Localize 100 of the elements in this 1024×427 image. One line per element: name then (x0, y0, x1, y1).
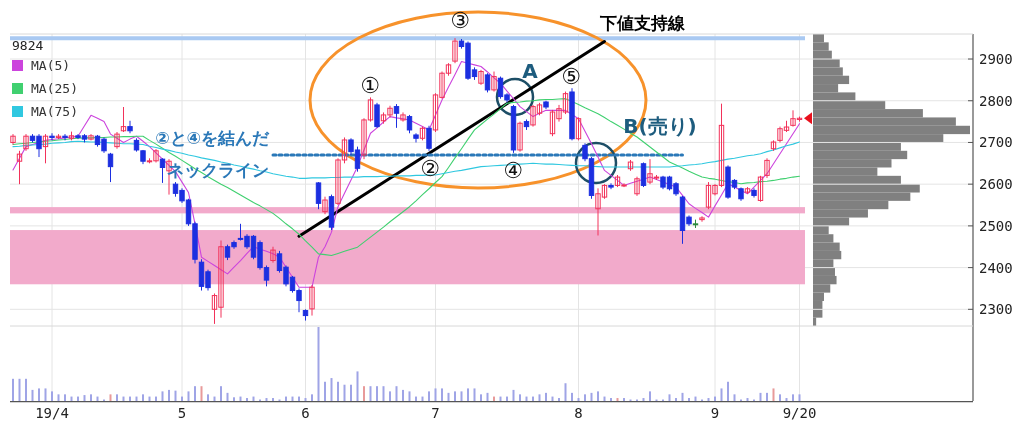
candlestick (393, 103, 400, 129)
y-tick-label: 2900 (979, 51, 1013, 68)
bar (434, 388, 437, 401)
bar (369, 386, 372, 401)
bar (25, 378, 27, 401)
bar (473, 388, 476, 401)
annotation: ② (420, 156, 440, 181)
bar (564, 383, 567, 401)
bar (350, 384, 352, 401)
bar (681, 392, 684, 401)
bar (649, 391, 651, 401)
candlestick (315, 181, 322, 210)
bar (83, 395, 86, 401)
candlestick (270, 246, 276, 264)
bar (90, 394, 92, 401)
x-tick-label: 6 (301, 405, 310, 421)
bar (272, 398, 274, 401)
candlestick (764, 157, 770, 179)
candlestick (608, 182, 614, 190)
bar (382, 386, 385, 401)
bar (707, 398, 710, 401)
candlestick (62, 133, 68, 141)
candlestick (575, 116, 582, 141)
annotation: ⑤ (561, 64, 581, 89)
bar (317, 327, 320, 401)
bar (597, 391, 599, 401)
candlestick (42, 133, 49, 164)
bar (428, 391, 430, 401)
bar (512, 389, 515, 401)
y-tick-label: 2700 (979, 134, 1013, 151)
candlestick (406, 114, 413, 134)
candlestick (10, 133, 16, 146)
bar (324, 381, 326, 401)
bar (51, 391, 53, 401)
bar (337, 381, 339, 401)
bar (642, 398, 645, 401)
bar (12, 378, 14, 401)
bar (447, 392, 450, 401)
bar (226, 392, 229, 401)
bar (460, 391, 463, 401)
candlestick (49, 132, 55, 141)
candlestick (699, 215, 705, 223)
bar (389, 391, 391, 401)
bar (395, 386, 398, 401)
x-tick-label: 19/4 (35, 405, 69, 421)
bar (233, 397, 235, 401)
x-tick-label: 5 (177, 405, 187, 421)
bar (220, 386, 222, 401)
bar (161, 391, 164, 401)
bar (480, 394, 482, 401)
candlestick (107, 152, 114, 183)
bar (109, 394, 112, 401)
candlestick (374, 102, 380, 129)
candlestick (757, 175, 764, 203)
bar (194, 386, 196, 401)
bar (57, 394, 60, 401)
bar (792, 394, 794, 401)
bar (168, 389, 170, 401)
text: ③ (450, 8, 470, 33)
candlestick (309, 284, 315, 317)
candlestick (491, 71, 497, 93)
legend-label: MA(75) (31, 104, 78, 119)
candlestick (400, 111, 406, 123)
candlestick (16, 150, 23, 185)
candlestick (88, 133, 94, 141)
bar (798, 394, 801, 401)
x-tick-label: 9 (710, 405, 720, 421)
candlestick (484, 72, 491, 93)
series-label: 下値支持線 (598, 12, 686, 33)
bar (246, 398, 248, 401)
bar (31, 389, 34, 401)
bar (772, 388, 775, 401)
bar (402, 389, 404, 401)
bar (64, 394, 66, 401)
bar (18, 378, 21, 401)
bar (616, 398, 619, 401)
bar (38, 388, 40, 401)
bar (519, 394, 521, 401)
y-tick-label: 2500 (979, 217, 1013, 234)
bar (207, 394, 209, 401)
candlestick (114, 131, 120, 150)
candlestick (634, 176, 640, 197)
bar (766, 392, 768, 401)
bar (668, 394, 671, 401)
bar (265, 398, 268, 401)
candlestick (517, 121, 523, 153)
bar (733, 394, 736, 401)
bar (441, 388, 443, 401)
bar (577, 398, 580, 401)
bar (746, 398, 749, 401)
bar (545, 392, 547, 401)
candlestick (127, 120, 133, 134)
bar (571, 392, 573, 401)
bar (356, 371, 359, 401)
y-tick-label: 2400 (979, 259, 1013, 276)
y-tick-label: 2600 (979, 176, 1013, 193)
x-tick-label: 8 (574, 405, 583, 421)
bar (486, 392, 489, 401)
chart-title: 9824 (12, 38, 44, 53)
bar (727, 381, 729, 401)
